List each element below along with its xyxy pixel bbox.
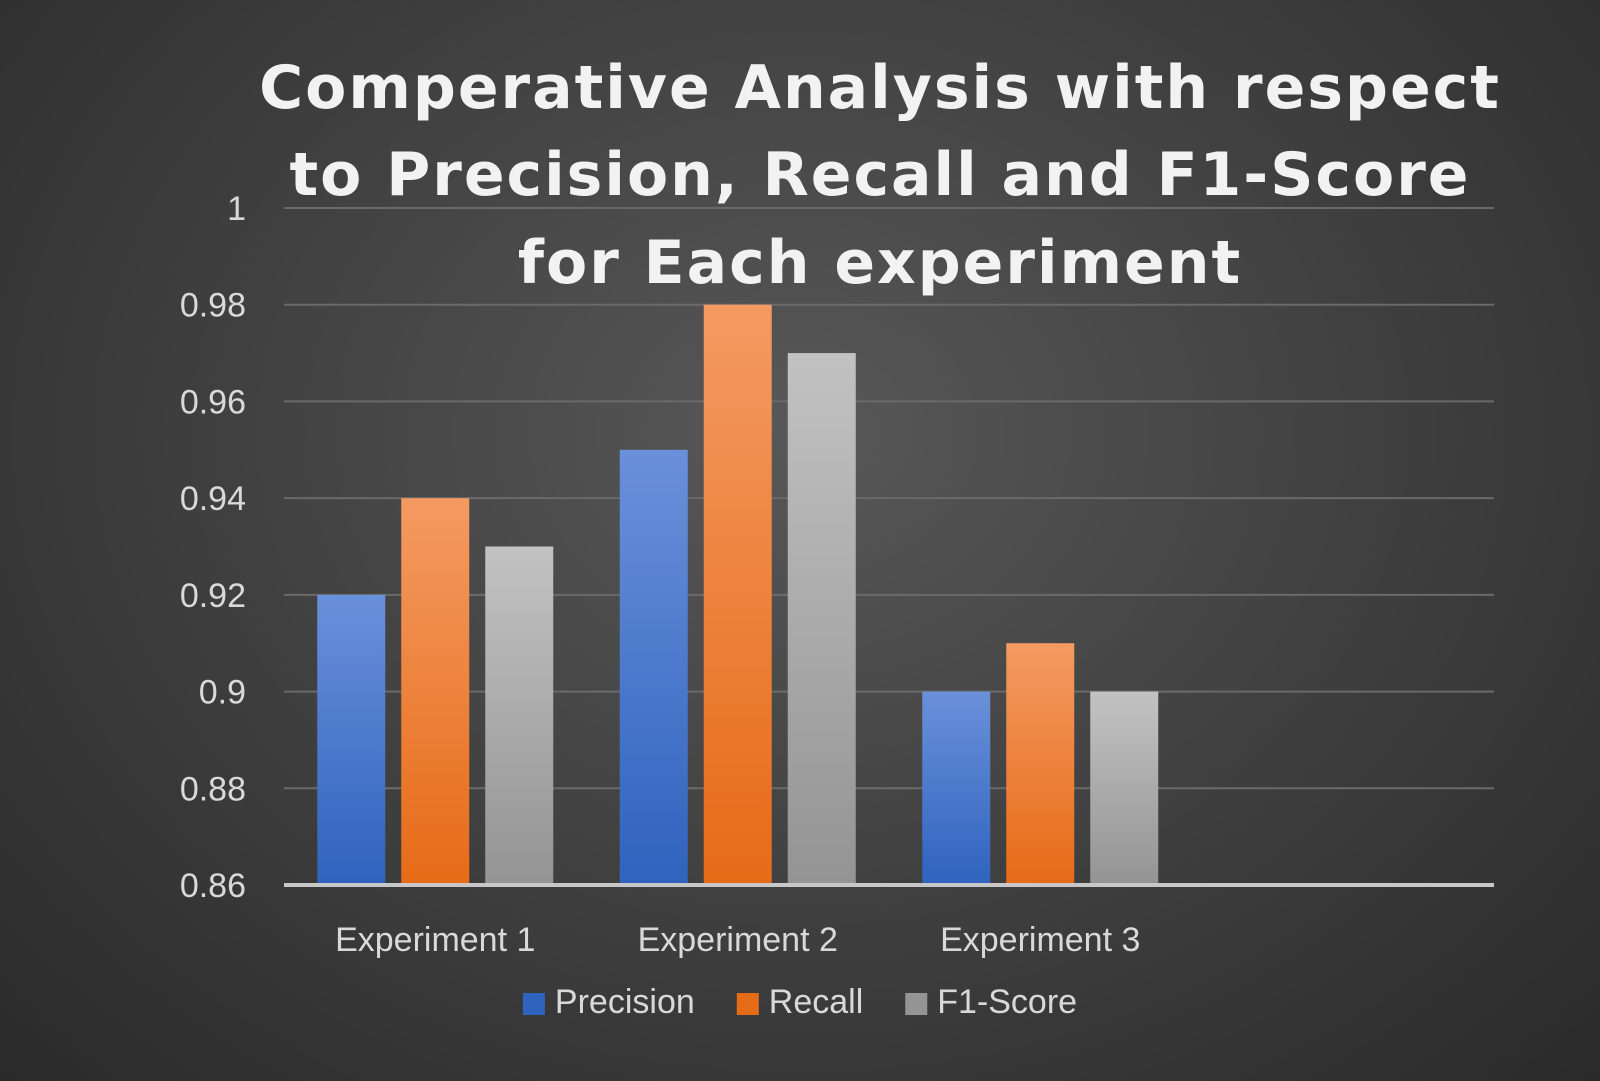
bar-precision-1 [317,594,386,885]
legend-swatch-precision [522,993,545,1015]
y-tick-label: 1 [227,190,246,228]
x-axis-labels: Experiment 1 Experiment 2 Experiment 3 [335,921,1140,959]
bar-f1-score-1 [485,546,554,885]
y-tick-label: 0.9 [199,674,246,712]
legend-label: Precision [555,983,695,1021]
chart-title: Comperative Analysis with respect to Pre… [259,53,1501,298]
legend-label: Recall [769,983,863,1021]
bar-f1-score-3 [1090,691,1159,885]
y-tick-label: 0.88 [180,770,246,808]
bar-recall-1 [401,498,470,885]
x-category-label: Experiment 1 [335,921,535,959]
x-category-label: Experiment 2 [638,921,838,959]
bar-recall-3 [1006,643,1075,885]
x-category-label: Experiment 3 [940,921,1140,959]
bar-precision-2 [619,449,688,885]
bar-f1-score-2 [787,353,856,886]
bar-precision-3 [922,691,991,885]
y-tick-label: 0.92 [180,577,246,615]
y-tick-label: 0.98 [180,287,246,325]
chart-title-line-1: Comperative Analysis with respect [259,53,1501,123]
y-tick-label: 0.96 [180,383,246,421]
y-axis-ticks: 0.86 0.88 0.9 0.92 0.94 0.96 0.98 1 [180,190,246,905]
legend-swatch-recall [736,993,759,1015]
legend-label: F1-Score [937,983,1077,1021]
bar-recall-2 [703,304,772,885]
legend: Precision Recall F1-Score [522,983,1077,1021]
legend-swatch-f1-score [905,993,928,1015]
y-tick-label: 0.94 [180,480,246,518]
bars [284,304,1494,887]
chart-title-line-3: for Each experiment [518,228,1242,298]
chart-title-line-2: to Precision, Recall and F1-Score [289,140,1470,210]
y-tick-label: 0.86 [180,867,246,905]
